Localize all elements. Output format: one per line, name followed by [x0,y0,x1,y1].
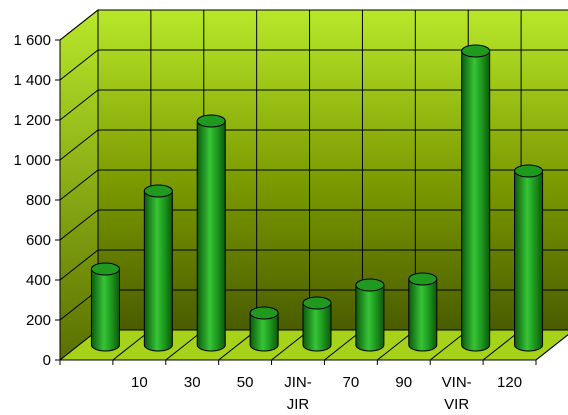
bar [514,164,544,352]
bar-body [355,284,385,352]
x-tick-label: 70 [343,374,360,391]
bar-top [249,306,279,320]
bars-group [90,44,544,352]
bar [461,44,491,352]
x-tick-label: JIN- [284,374,312,391]
bar-top [143,184,173,198]
bar-top [196,114,226,128]
bar-top [514,164,544,178]
bar-body [408,278,438,352]
x-tick-label: 30 [184,374,201,391]
axes [55,39,537,365]
y-tick-label: 400 [26,272,51,289]
bar-top [90,262,120,276]
y-tick-label: 0 [43,352,51,369]
bar-body [461,50,491,352]
bar [90,262,120,352]
y-tick-label: 200 [26,312,51,329]
y-axis-tick-labels: 0 200 400 600 800 1 000 1 200 1 400 1 600 [13,32,51,369]
bar [408,272,438,352]
bar-top [355,278,385,292]
bar-body [249,312,279,352]
bar-body [90,268,120,352]
x-tick-label: VIN- [442,374,472,391]
bar-top [408,272,438,286]
x-axis-tick-labels: 10 30 50 JIN- JIR 70 90 VIN- VIR 120 [131,374,522,413]
bar [355,278,385,352]
bar [249,306,279,352]
bar-body [302,302,332,352]
bar-body [514,170,544,352]
x-tick-label: 120 [497,374,522,391]
bar-top [302,296,332,310]
x-tick-label: VIR [444,396,469,413]
x-tick-label: 10 [131,374,148,391]
bar [196,114,226,352]
y-tick-label: 800 [26,192,51,209]
x-tick-label: JIR [287,396,310,413]
y-tick-label: 1 600 [13,32,51,49]
bar [302,296,332,352]
bar [143,184,173,352]
y-tick-label: 1 000 [13,152,51,169]
bar-body [196,120,226,352]
bar-body [143,190,173,352]
y-tick-label: 1 400 [13,72,51,89]
x-tick-label: 50 [237,374,254,391]
x-tick-label: 90 [395,374,412,391]
y-tick-label: 600 [26,232,51,249]
y-tick-label: 1 200 [13,112,51,129]
bar-top [461,44,491,58]
